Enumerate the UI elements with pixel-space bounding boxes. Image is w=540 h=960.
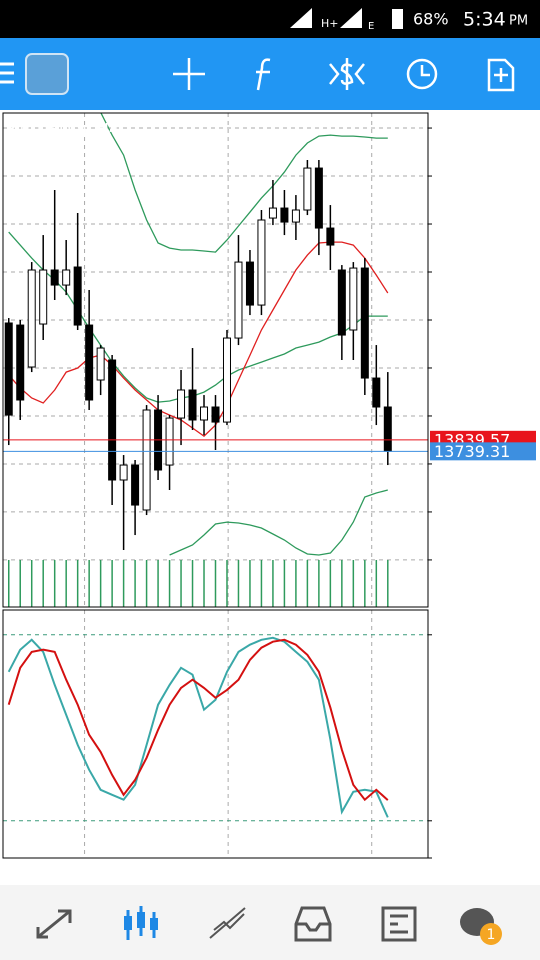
nav-chart-body: [124, 916, 132, 930]
candle-body: [257, 219, 266, 306]
candle-body: [291, 209, 300, 223]
clock-hands: [420, 65, 430, 77]
battery-icon: [392, 9, 403, 29]
y-tick-label: 14464.60: [434, 357, 510, 376]
y-tick-label: 15299.60: [434, 262, 510, 281]
badge: [480, 923, 502, 945]
candle-body: [200, 406, 209, 421]
timeframe-button[interactable]: [406, 58, 438, 90]
candle-body: [222, 337, 231, 423]
candle-body: [50, 269, 59, 286]
candle-body: [337, 269, 346, 336]
nav-chart-body: [150, 918, 158, 930]
price-tag: [430, 442, 536, 461]
plot: [3, 113, 428, 607]
candle-body: [383, 406, 392, 452]
badge-count: 1: [487, 927, 496, 943]
y-tick-label: 14882.10: [434, 309, 510, 328]
nav-history[interactable]: [294, 906, 332, 942]
candle-body: [177, 389, 186, 419]
plot-frame: [2, 112, 429, 608]
series-line: [100, 113, 388, 253]
candle-body: [280, 207, 289, 223]
battery-level: 68%: [413, 10, 449, 29]
y-tick-label: 12794.60: [434, 549, 510, 568]
nav-news[interactable]: [381, 906, 417, 942]
candle-body: [73, 266, 82, 326]
indicator-value: 16.38: [117, 617, 163, 636]
candle-body: [62, 269, 71, 286]
candle-body: [211, 406, 220, 423]
chart-title: Stoch(5,3,3): [6, 617, 104, 636]
clock-meridiem: PM: [509, 14, 528, 29]
nav-quotes[interactable]: [36, 909, 72, 939]
candle-body: [39, 269, 48, 325]
clock: 5:34: [463, 9, 506, 31]
y-tick-label: 16134.60: [434, 166, 510, 185]
chart-background: [0, 110, 540, 885]
candle-body: [234, 261, 243, 339]
series-line: [8, 231, 388, 403]
x-tick-label: 23 Dec 08:00: [31, 862, 139, 881]
indicators-button[interactable]: [256, 58, 271, 91]
signal-icon: [340, 8, 362, 28]
plot-frame: [2, 609, 429, 859]
candle-body: [108, 359, 117, 481]
candle-body: [119, 464, 128, 481]
y-tick-label: 13212.10: [434, 501, 510, 520]
candle-body: [268, 207, 277, 219]
y-tick-label: 15.00: [434, 810, 480, 829]
candle-body: [16, 324, 25, 401]
series-line: [169, 489, 388, 556]
y-tick-label: 14047.10: [434, 405, 510, 424]
indicator-value: 23.35: [174, 617, 220, 636]
app-icon[interactable]: [25, 53, 69, 95]
candle-body: [349, 267, 358, 331]
network-type: H+: [321, 17, 339, 30]
candle-body: [27, 269, 36, 368]
series-line: [7, 638, 389, 802]
sim-label: E: [368, 21, 374, 32]
candle-body: [165, 417, 174, 466]
y-tick-label: 15717.10: [434, 214, 510, 233]
signal-icon: [290, 8, 312, 28]
candle-body: [4, 322, 13, 416]
charts: 16552.10 16134.60 15717.10 15299.60 14882.10…: [0, 110, 540, 885]
y-tick-label: 0.00: [434, 838, 470, 857]
bottom-nav: [0, 885, 540, 960]
x-tick-label: 25 Dec 08:00: [174, 862, 282, 881]
y-tick-label: 16552.10: [434, 118, 510, 137]
candle-body: [372, 377, 381, 408]
candle-body: [188, 389, 197, 421]
trade-button[interactable]: [329, 58, 365, 90]
new-order-button[interactable]: [487, 58, 515, 92]
candle-body: [314, 167, 323, 229]
nav-chart-body: [137, 912, 145, 928]
candle-body: [360, 267, 369, 379]
candle-body: [245, 261, 254, 306]
menu-button[interactable]: [0, 62, 14, 84]
candle-body: [85, 324, 94, 401]
status-bar: [0, 0, 540, 38]
x-tick-label: 27 Dec 08:00: [318, 862, 426, 881]
nav-trade[interactable]: [209, 907, 246, 939]
candle-body: [326, 227, 335, 246]
candle-body: [96, 347, 105, 381]
crosshair-button[interactable]: [173, 58, 205, 90]
series-line: [7, 636, 389, 818]
plot: [3, 610, 428, 858]
toolbar: [0, 38, 540, 110]
y-tick-label: 90.00: [434, 624, 480, 643]
candle-body: [303, 167, 312, 211]
candle-body: [131, 464, 140, 506]
chart-title: BTCUSDm, H4: [6, 120, 119, 139]
price-label: 13739.31: [434, 442, 510, 461]
candle-body: [142, 409, 151, 511]
series-line: [8, 241, 389, 437]
